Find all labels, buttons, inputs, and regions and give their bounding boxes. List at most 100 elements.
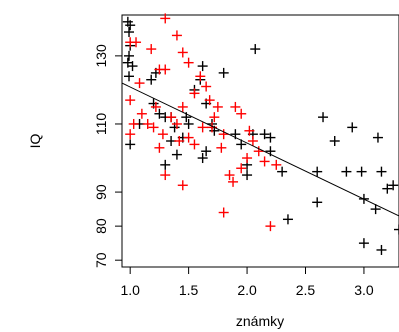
data-point (125, 95, 136, 106)
data-point (216, 142, 227, 153)
data-point (201, 81, 212, 92)
data-point (212, 101, 223, 112)
data-point (174, 136, 185, 146)
data-point (195, 71, 206, 82)
data-point (347, 122, 358, 133)
data-point (244, 125, 255, 136)
x-tick-label: 1.0 (120, 282, 140, 298)
data-point (157, 129, 168, 140)
y-tick-label: 80 (93, 218, 109, 234)
data-point (197, 61, 208, 72)
data-point (228, 176, 239, 187)
data-point (197, 153, 208, 164)
data-point (218, 67, 229, 78)
data-point (136, 108, 147, 119)
data-point (177, 47, 188, 58)
data-point (125, 20, 136, 31)
data-point (376, 244, 387, 255)
data-point (265, 221, 276, 232)
points-layer (122, 13, 399, 255)
data-point (171, 30, 182, 41)
data-point (154, 142, 165, 153)
data-point (218, 207, 229, 218)
regression-line (121, 82, 399, 217)
data-point (312, 166, 323, 177)
data-point (259, 129, 270, 140)
data-point (124, 27, 135, 38)
data-point (259, 156, 270, 167)
data-point (177, 180, 188, 191)
data-point (341, 166, 352, 177)
data-point (271, 159, 282, 170)
x-tick-label: 2.5 (296, 282, 316, 298)
data-point (131, 37, 142, 48)
y-tick-label: 110 (93, 113, 109, 136)
y-tick-label: 90 (93, 184, 109, 200)
data-point (356, 166, 367, 177)
x-axis-title: známky (236, 313, 284, 329)
data-point (218, 129, 229, 140)
data-point (329, 136, 340, 146)
data-point (160, 159, 171, 170)
x-tick-label: 1.5 (179, 282, 199, 298)
y-axis: 70 80 90 110 130 (93, 44, 123, 268)
data-point (247, 136, 258, 146)
data-point (376, 166, 387, 177)
x-tick-label: 3.0 (354, 282, 374, 298)
x-axis: 1.0 1.5 2.0 2.5 3.0 (120, 266, 374, 298)
data-point (148, 122, 159, 133)
data-point (146, 74, 157, 85)
data-point (224, 170, 235, 181)
data-point (154, 108, 165, 119)
data-point (204, 95, 215, 106)
data-point (124, 71, 135, 82)
data-point (230, 101, 241, 112)
data-point (242, 170, 253, 181)
data-point (242, 153, 253, 164)
x-tick-label: 2.0 (237, 282, 257, 298)
data-point (142, 118, 153, 129)
data-point (183, 57, 194, 68)
data-point (166, 112, 177, 123)
y-axis-title: IQ (27, 134, 43, 149)
data-point (183, 118, 194, 129)
data-point (236, 108, 247, 119)
data-point (189, 88, 200, 99)
data-point (253, 146, 264, 157)
data-point (282, 214, 293, 225)
data-point (388, 180, 399, 191)
data-point (171, 118, 182, 129)
data-point (146, 44, 157, 55)
data-point (160, 13, 171, 24)
data-point (128, 118, 139, 129)
data-point (201, 146, 212, 157)
data-point (177, 101, 188, 112)
y-tick-label: 130 (93, 44, 109, 68)
data-point (171, 149, 182, 160)
data-point (358, 238, 369, 249)
data-point (125, 129, 136, 140)
data-point (318, 112, 329, 123)
data-point (236, 139, 247, 150)
data-point (183, 132, 194, 143)
data-point (197, 122, 208, 133)
data-point (189, 139, 200, 150)
data-point (127, 61, 138, 72)
data-point (382, 183, 393, 194)
data-point (370, 204, 381, 215)
data-point (160, 64, 171, 75)
y-tick-label: 70 (93, 252, 109, 268)
data-point (277, 166, 288, 177)
data-point (265, 132, 276, 143)
data-point (312, 197, 323, 208)
data-point (394, 224, 399, 235)
data-point (160, 170, 171, 181)
data-point (236, 163, 247, 174)
data-point (250, 44, 261, 55)
data-point (134, 78, 145, 89)
data-point (125, 139, 136, 150)
data-point (124, 50, 135, 61)
data-point (209, 112, 220, 123)
